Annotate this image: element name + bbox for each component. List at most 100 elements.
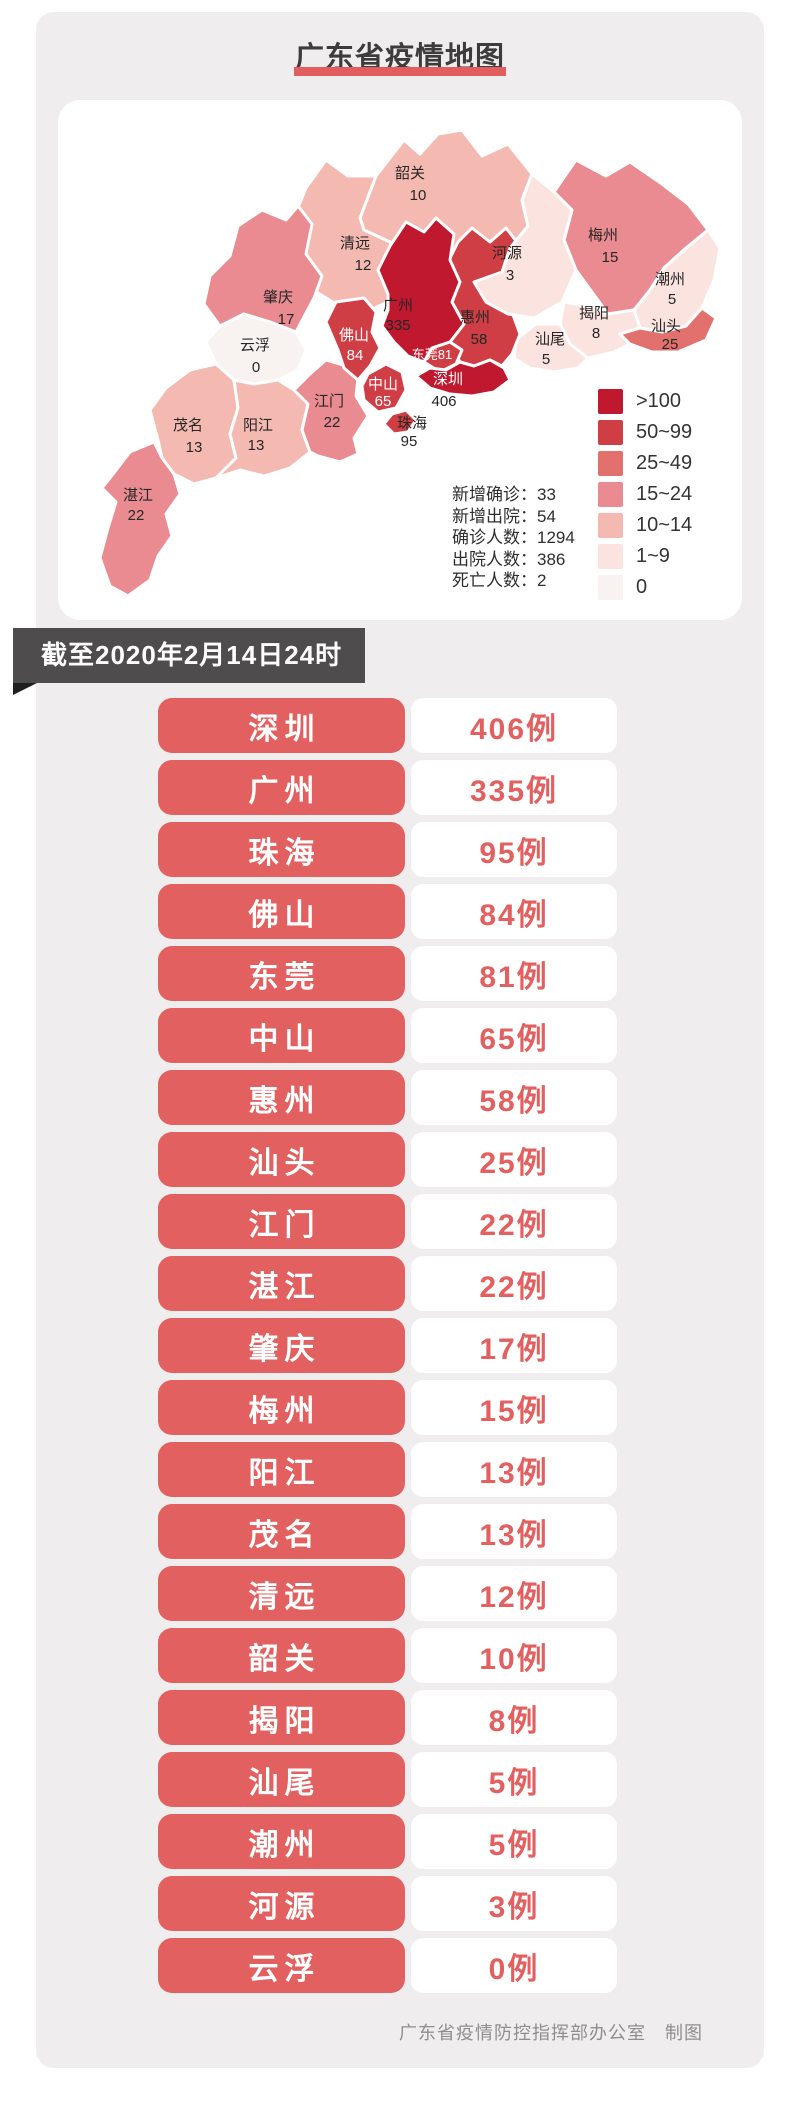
region-name-meizhou: 梅州 xyxy=(588,227,618,244)
city-name-pill: 云浮 xyxy=(158,1938,405,1993)
legend-item: 25~49 xyxy=(598,451,692,476)
city-name-pill: 潮州 xyxy=(158,1814,405,1869)
region-name-shantou: 汕头 xyxy=(651,318,681,335)
stat-line: 新增确诊：33 xyxy=(452,485,556,504)
region-shenzhen xyxy=(414,358,512,398)
region-zhaoqing xyxy=(202,204,324,334)
city-row: 珠海 95例 xyxy=(158,822,617,877)
title-underline xyxy=(294,67,506,76)
region-value-huizhou: 58 xyxy=(471,331,488,348)
city-name-pill: 河源 xyxy=(158,1876,405,1931)
city-row: 潮州 5例 xyxy=(158,1814,617,1869)
city-row: 河源 3例 xyxy=(158,1876,617,1931)
legend-item: 15~24 xyxy=(598,482,692,507)
region-value-jieyang: 8 xyxy=(592,325,600,342)
city-cases-value: 5例 xyxy=(411,1814,617,1869)
region-label-dongguan: 东莞81 xyxy=(412,347,452,362)
summary-stats: 新增确诊：33 新增出院：54 确诊人数：1294 出院人数：386 死亡人数：2 xyxy=(452,484,575,592)
region-jiangmen xyxy=(292,358,370,464)
region-name-shaoguan: 韶关 xyxy=(395,165,425,182)
region-value-meizhou: 15 xyxy=(602,249,619,266)
city-row: 湛江 22例 xyxy=(158,1256,617,1311)
city-name-pill: 汕尾 xyxy=(158,1752,405,1807)
region-value-chaozhou: 5 xyxy=(668,291,676,308)
region-value-qingyuan: 12 xyxy=(355,257,372,274)
region-name-maoming: 茂名 xyxy=(173,417,203,434)
city-row: 广州 335例 xyxy=(158,760,617,815)
legend-swatch-icon xyxy=(598,420,623,445)
region-yangjiang xyxy=(214,378,312,480)
region-shanwei xyxy=(512,322,590,374)
region-name-zhaoqing: 肇庆 xyxy=(263,289,293,306)
region-value-shaoguan: 10 xyxy=(410,187,427,204)
city-cases-value: 95例 xyxy=(411,822,617,877)
legend-label: 25~49 xyxy=(636,452,693,474)
city-name-pill: 江门 xyxy=(158,1194,405,1249)
legend-label: >100 xyxy=(636,390,682,412)
region-value-heyuan: 3 xyxy=(506,267,514,284)
region-guangzhou xyxy=(376,216,466,364)
region-value-jiangmen: 22 xyxy=(324,414,341,431)
region-name-jieyang: 揭阳 xyxy=(579,305,609,322)
region-value-zhaoqing: 17 xyxy=(278,311,295,328)
city-row: 肇庆 17例 xyxy=(158,1318,617,1373)
region-name-yunfu: 云浮 xyxy=(240,337,270,354)
city-cases-value: 81例 xyxy=(411,946,617,1001)
region-shantou xyxy=(618,306,718,354)
city-name-pill: 汕头 xyxy=(158,1132,405,1187)
city-row: 韶关 10例 xyxy=(158,1628,617,1683)
region-zhongshan xyxy=(360,362,408,414)
region-value-zhongshan: 65 xyxy=(375,393,392,410)
region-name-zhanjiang: 湛江 xyxy=(123,487,153,504)
region-name-zhuhai: 珠海 xyxy=(397,415,427,432)
city-name-pill: 深圳 xyxy=(158,698,405,753)
legend-swatch-icon xyxy=(598,389,623,414)
city-cases-value: 13例 xyxy=(411,1504,617,1559)
city-cases-value: 10例 xyxy=(411,1628,617,1683)
city-cases-value: 84例 xyxy=(411,884,617,939)
legend-item: 1~9 xyxy=(598,544,692,569)
legend: >100 50~99 25~49 15~24 10~14 1~9 0 xyxy=(598,389,692,600)
date-ribbon: 截至2020年2月14日24时 xyxy=(13,628,365,683)
map-card: 韶关 10 清远 12 梅州 15 潮州 5 揭阳 8 汕头 25 汕尾 5 惠州 58 河源 3 肇庆 17 云浮 0 茂… xyxy=(58,100,742,620)
city-cases-value: 12例 xyxy=(411,1566,617,1621)
stat-line: 新增出院：54 xyxy=(452,506,556,526)
region-name-qingyuan: 清远 xyxy=(340,235,370,252)
region-name-shenzhen: 深圳 xyxy=(433,371,463,388)
city-name-pill: 揭阳 xyxy=(158,1690,405,1745)
city-row: 东莞 81例 xyxy=(158,946,617,1001)
region-value-foshan: 84 xyxy=(347,347,364,364)
legend-label: 50~99 xyxy=(636,421,693,443)
city-name-pill: 清远 xyxy=(158,1566,405,1621)
city-cases-value: 17例 xyxy=(411,1318,617,1373)
city-cases-value: 22例 xyxy=(411,1194,617,1249)
footer-credit: 广东省疫情防控指挥部办公室 制图 xyxy=(399,2023,703,2043)
city-cases-value: 13例 xyxy=(411,1442,617,1497)
stat-line: 出院人数：386 xyxy=(452,549,566,569)
city-name-pill: 梅州 xyxy=(158,1380,405,1435)
city-cases-value: 65例 xyxy=(411,1008,617,1063)
city-cases-value: 25例 xyxy=(411,1132,617,1187)
gray-panel: 广东省疫情地图 韶关 10 清远 12 梅州 15 潮州 5 揭阳 8 汕头 25 汕尾 5 惠州 58 河源 3… xyxy=(36,12,764,2068)
date-ribbon-fold-icon xyxy=(13,683,37,695)
region-value-zhuhai: 95 xyxy=(401,433,418,450)
city-name-pill: 佛山 xyxy=(158,884,405,939)
city-name-pill: 肇庆 xyxy=(158,1318,405,1373)
stat-line: 确诊人数：1294 xyxy=(452,528,575,547)
date-ribbon-text: 截至2020年2月14日24时 xyxy=(41,640,343,670)
region-foshan xyxy=(324,296,382,382)
region-value-maoming: 13 xyxy=(186,439,203,456)
city-name-pill: 中山 xyxy=(158,1008,405,1063)
city-row: 汕头 25例 xyxy=(158,1132,617,1187)
legend-swatch-icon xyxy=(598,575,623,600)
city-row: 揭阳 8例 xyxy=(158,1690,617,1745)
legend-swatch-icon xyxy=(598,544,623,569)
city-cases-value: 0例 xyxy=(411,1938,617,1993)
region-value-yangjiang: 13 xyxy=(248,437,265,454)
legend-label: 10~14 xyxy=(636,514,693,536)
city-cases-value: 15例 xyxy=(411,1380,617,1435)
city-row: 梅州 15例 xyxy=(158,1380,617,1435)
city-row: 茂名 13例 xyxy=(158,1504,617,1559)
